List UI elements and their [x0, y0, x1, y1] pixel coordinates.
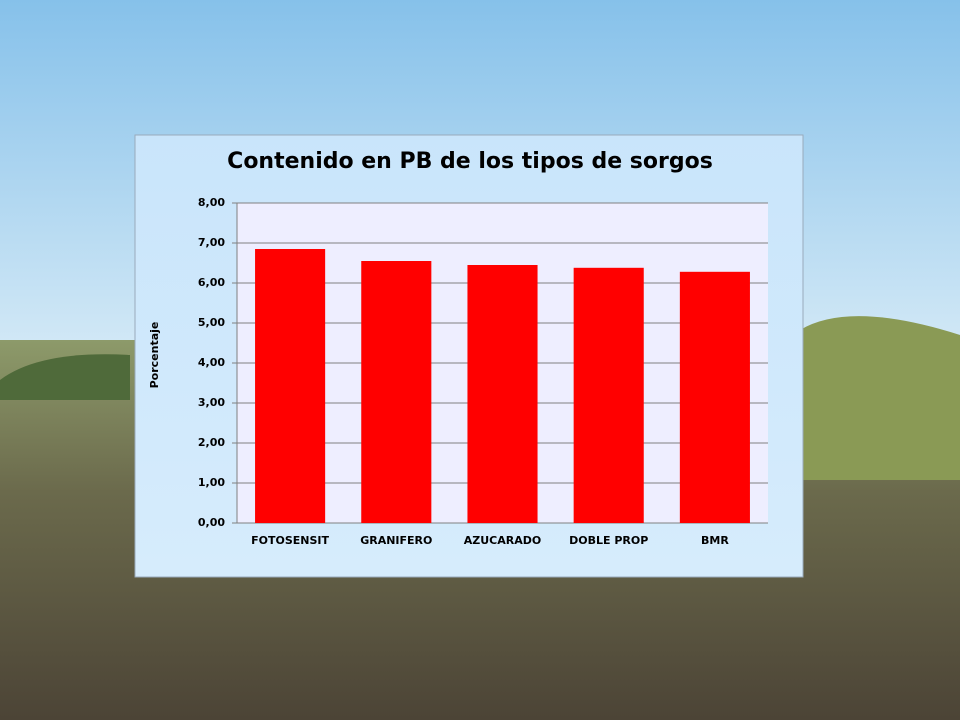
y-tick-label: 3,00	[198, 396, 225, 409]
x-tick-label: FOTOSENSIT	[251, 534, 329, 547]
x-tick-label: BMR	[701, 534, 729, 547]
bar	[255, 249, 326, 523]
bar	[467, 265, 538, 523]
x-tick-label: GRANIFERO	[360, 534, 432, 547]
y-tick-label: 4,00	[198, 356, 225, 369]
x-tick-label: DOBLE PROP	[569, 534, 648, 547]
x-tick-label: AZUCARADO	[464, 534, 541, 547]
y-tick-label: 2,00	[198, 436, 225, 449]
y-tick-label: 6,00	[198, 276, 225, 289]
y-tick-label: 5,00	[198, 316, 225, 329]
corn	[800, 316, 960, 480]
trees	[0, 354, 130, 400]
y-tick-label: 1,00	[198, 476, 225, 489]
bar	[361, 261, 432, 523]
y-tick-label: 8,00	[198, 196, 225, 209]
bar	[679, 271, 750, 523]
y-tick-label: 0,00	[198, 516, 225, 529]
bar	[573, 267, 644, 523]
y-axis-label: Porcentaje	[148, 322, 161, 389]
y-tick-label: 7,00	[198, 236, 225, 249]
chart-title: Contenido en PB de los tipos de sorgos	[227, 149, 713, 174]
